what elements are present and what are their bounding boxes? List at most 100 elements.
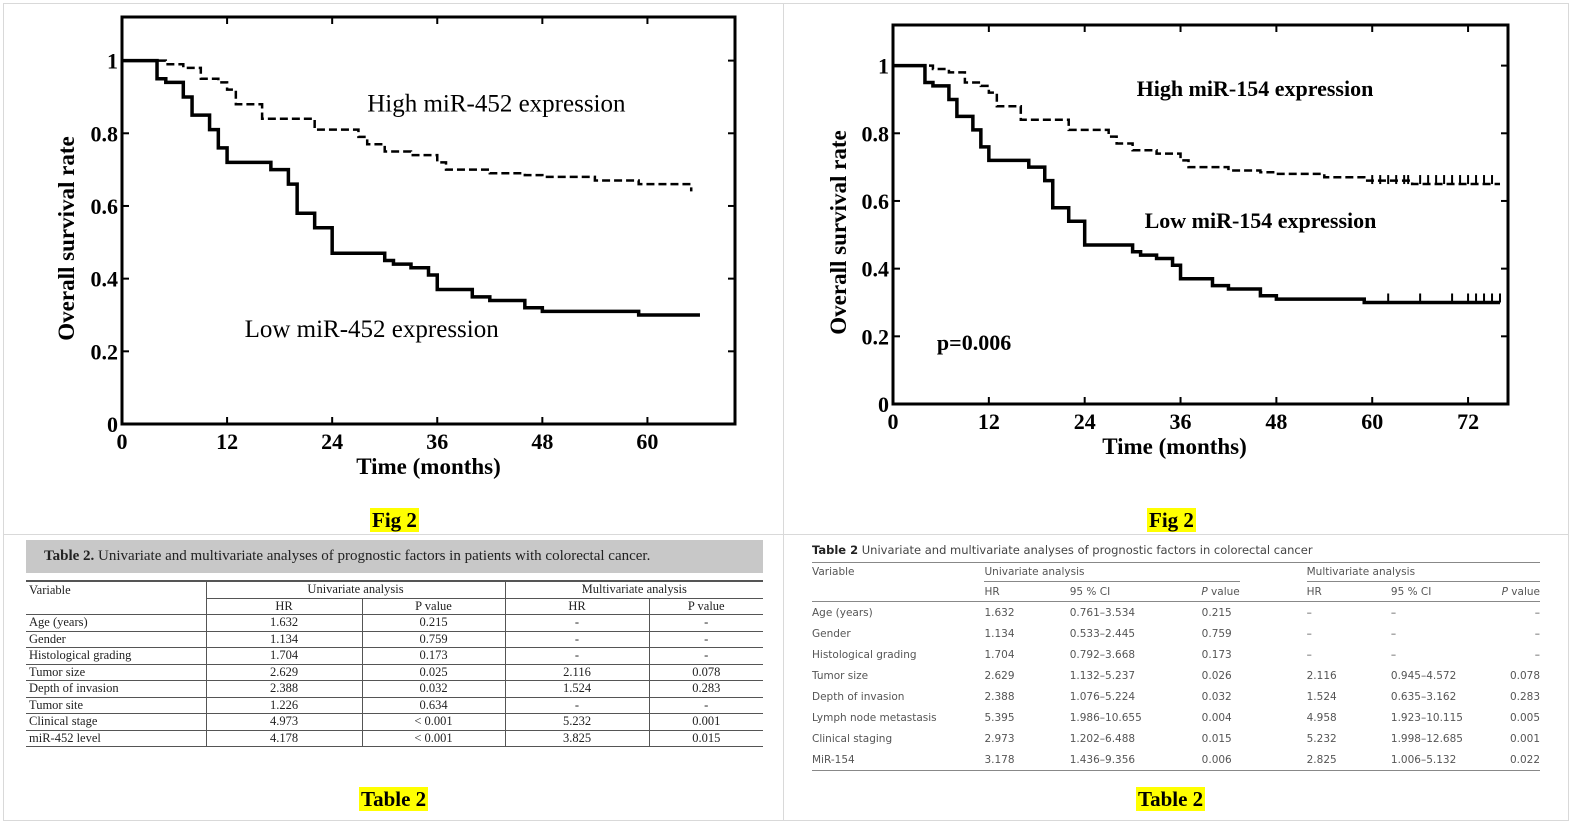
cell-uni-p: 0.215 bbox=[361, 614, 505, 632]
y-tick-label: 0.6 bbox=[91, 194, 119, 219]
cell-multi-p: 0.283 bbox=[648, 680, 763, 698]
cell-multi-hr: 3.825 bbox=[504, 730, 649, 747]
annotation-low-label: Low miR-452 expression bbox=[245, 316, 500, 343]
y-tick-label: 1 bbox=[107, 49, 118, 74]
cell-multi-p: 0.001 bbox=[648, 713, 763, 731]
cell-uni-ci: 0.761–3.534 bbox=[1069, 601, 1181, 623]
cell-uni-hr: 2.388 bbox=[205, 680, 362, 698]
header-variable: Variable bbox=[812, 562, 985, 582]
table-left: Variable Univariate analysis Multivariat… bbox=[26, 580, 763, 747]
y-tick-label: 0.6 bbox=[862, 189, 890, 214]
table-row: Gender 1.134 0.759- - bbox=[26, 631, 763, 648]
cell-uni-p: 0.032 bbox=[1201, 690, 1232, 703]
table-right-header-row-1: Variable Univariate analysis Multivariat… bbox=[812, 562, 1540, 582]
x-tick-label: 48 bbox=[1265, 409, 1287, 434]
table-right: Variable Univariate analysis Multivariat… bbox=[812, 562, 1540, 771]
table-left-caption-text: Univariate and multivariate analyses of … bbox=[94, 548, 651, 564]
cell-multi-ci: – bbox=[1390, 601, 1502, 623]
y-tick-label: 0.4 bbox=[91, 267, 119, 292]
header-multi-p: P value bbox=[648, 598, 763, 615]
p-italic: P bbox=[1201, 585, 1208, 598]
cell-multi-p: - bbox=[648, 697, 763, 714]
cell-multi-ci: 0.635–3.162 bbox=[1390, 690, 1457, 703]
table-row: Tumor size 2.629 0.025 2.116 0.078 bbox=[26, 664, 763, 681]
header-multi-hr: HR bbox=[504, 598, 649, 615]
cell-uni-p: 0.173 bbox=[1201, 648, 1232, 661]
cell-uni-hr: 4.178 bbox=[205, 730, 362, 747]
y-tick-label: 0.2 bbox=[91, 339, 119, 364]
x-axis-label: Time (months) bbox=[356, 454, 501, 479]
header-multivariate: Multivariate analysis bbox=[504, 580, 763, 599]
cell-multi-ci: 1.998–12.685 bbox=[1390, 732, 1463, 745]
header-uni-hr: HR bbox=[205, 598, 362, 615]
cell-gap bbox=[1239, 601, 1307, 623]
km-chart-mir154: 0 12 24 36 48 60 72 0 0.2 0.4 0.6 0.8 1 Time (months)… bbox=[826, 23, 1510, 459]
header-uni-hr: HR bbox=[984, 585, 1000, 598]
y-tick-label: 0.8 bbox=[862, 121, 890, 146]
table-row: Clinical stage 4.973 < 0.001 5.232 0.001 bbox=[26, 713, 763, 731]
km-chart-mir452: 0 12 24 36 48 60 0 0.2 0.4 0.6 0.8 1 Time (months) Ov… bbox=[54, 15, 737, 479]
header-blank bbox=[26, 598, 206, 615]
cell-gap bbox=[1240, 686, 1307, 707]
cell-multi-hr: - bbox=[504, 614, 649, 632]
cell-multi-p: - bbox=[648, 631, 763, 648]
cell-multi-hr: 1.524 bbox=[504, 680, 649, 698]
header-uni-ci: 95 % CI bbox=[1069, 585, 1111, 598]
cell-uni-p: 0.173 bbox=[361, 647, 505, 665]
plot-frame bbox=[891, 23, 1510, 406]
table-row: Gender 1.134 0.533–2.445 0.759 – – – bbox=[812, 623, 1540, 644]
cell-multi-hr: 2.825 bbox=[1306, 749, 1391, 771]
header-multivariate: Multivariate analysis bbox=[1306, 562, 1540, 582]
header-variable: Variable bbox=[26, 580, 206, 598]
table-row: Histological grading 1.704 0.792–3.668 0.17… bbox=[812, 644, 1540, 665]
cell-uni-ci: 0.792–3.668 bbox=[1069, 648, 1136, 661]
cell-variable: Gender bbox=[26, 631, 206, 648]
table-row: miR-452 level 4.178 < 0.001 3.825 0.015 bbox=[26, 730, 763, 747]
cell-variable: Clinical stage bbox=[26, 713, 206, 731]
x-tick-label: 72 bbox=[1457, 409, 1479, 434]
table-right-header-row-2: HR 95 % CI P value HR 95 % CI P value bbox=[812, 582, 1540, 602]
table-left-header-row-1: Variable Univariate analysis Multivariat… bbox=[26, 580, 763, 599]
cell-uni-hr: 1.632 bbox=[205, 614, 362, 632]
p-rest: value bbox=[1207, 585, 1240, 598]
cell-uni-p: 0.006 bbox=[1180, 749, 1240, 771]
cell-multi-hr: 5.232 bbox=[504, 713, 649, 731]
cell-uni-ci: 1.132–5.237 bbox=[1069, 669, 1136, 682]
cell-gap bbox=[1240, 623, 1307, 644]
y-axis-label: Overall survival rate bbox=[54, 136, 79, 340]
y-tick-label: 0.2 bbox=[862, 324, 890, 349]
cell-variable: Depth of invasion bbox=[26, 680, 206, 698]
cell-multi-p: – bbox=[1534, 627, 1540, 640]
cell-uni-hr: 2.629 bbox=[205, 664, 362, 681]
cell-gap bbox=[1240, 707, 1307, 728]
annotation-high-label: High miR-154 expression bbox=[1137, 76, 1374, 101]
y-tick-label: 0 bbox=[107, 412, 118, 437]
table-right-caption: Table 2 Univariate and multivariate anal… bbox=[812, 543, 1313, 557]
cell-variable: Tumor site bbox=[26, 697, 206, 714]
cell-uni-hr: 1.704 bbox=[984, 648, 1015, 661]
panel-fig-left: 0 12 24 36 48 60 0 0.2 0.4 0.6 0.8 1 Time (months) Ov… bbox=[3, 3, 784, 535]
cell-variable: Age (years) bbox=[812, 601, 985, 623]
header-multi-hr: HR bbox=[1306, 585, 1322, 598]
table-row: Histological grading 1.704 0.173- - bbox=[26, 647, 763, 665]
series-low-line bbox=[122, 58, 700, 317]
cell-multi-ci: 1.006–5.132 bbox=[1390, 749, 1502, 771]
cell-uni-hr: 2.629 bbox=[984, 669, 1015, 682]
table-row: Clinical staging 2.973 1.202–6.488 0.015 5.2… bbox=[812, 728, 1540, 749]
header-gap bbox=[1240, 582, 1307, 602]
table-row: Depth of invasion 2.388 0.032 1.524 0.283 bbox=[26, 680, 763, 698]
cell-multi-p: 0.005 bbox=[1509, 711, 1540, 724]
cell-variable: Clinical staging bbox=[812, 732, 893, 745]
p-italic: P bbox=[1501, 585, 1508, 598]
cell-multi-hr: – bbox=[1306, 627, 1312, 640]
cell-variable: Histological grading bbox=[26, 647, 206, 665]
annotation-high-label: High miR-452 expression bbox=[367, 90, 626, 117]
cell-uni-p: < 0.001 bbox=[361, 713, 505, 731]
cell-multi-p: 0.078 bbox=[1509, 669, 1540, 682]
series-high-line bbox=[893, 64, 1501, 186]
cell-gap bbox=[1240, 728, 1307, 749]
cell-uni-p: 0.015 bbox=[1201, 732, 1232, 745]
cell-uni-hr: 5.395 bbox=[984, 711, 1015, 724]
header-uni-p: P value bbox=[1180, 582, 1239, 602]
table-row: Tumor size 2.629 1.132–5.237 0.026 2.116 0.94… bbox=[812, 665, 1540, 686]
